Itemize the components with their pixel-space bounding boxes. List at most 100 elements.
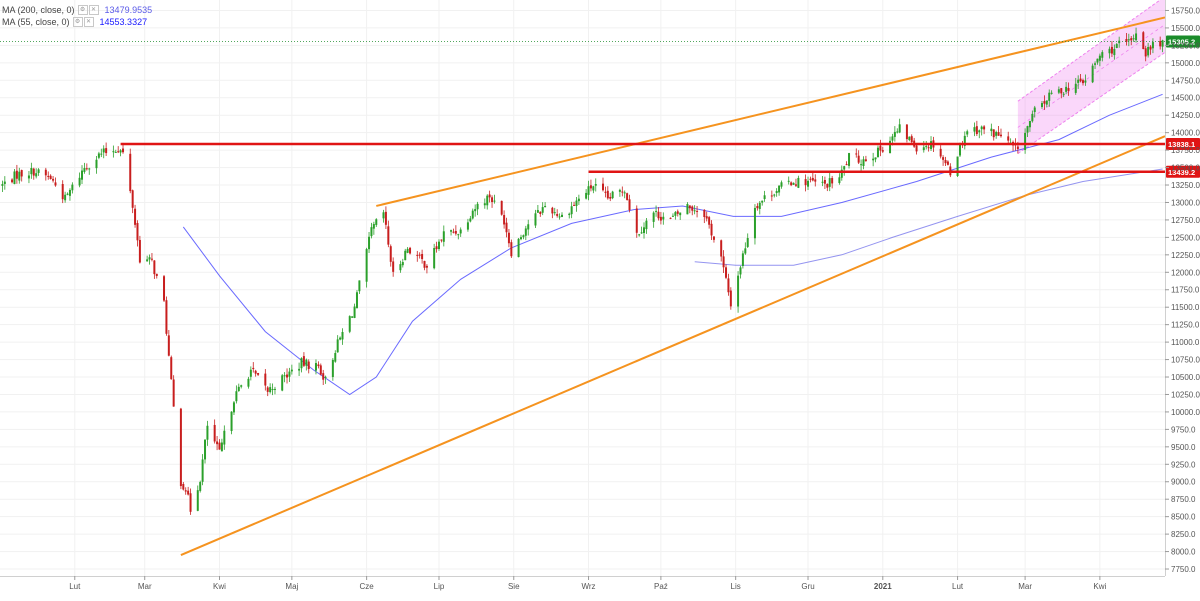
candle-body-up bbox=[570, 206, 573, 215]
candle-body-up bbox=[739, 267, 742, 275]
candle-body-up bbox=[787, 180, 790, 182]
price-tick-label: 15750.0 bbox=[1171, 6, 1200, 15]
candle-body-up bbox=[534, 213, 537, 226]
candle-body-down bbox=[794, 184, 797, 186]
grid-layer bbox=[0, 0, 1165, 576]
price-tick-label: 11500.0 bbox=[1171, 303, 1200, 312]
candle-body-down bbox=[551, 207, 554, 214]
candle-body-down bbox=[20, 170, 23, 177]
close-icon[interactable]: ✕ bbox=[88, 5, 99, 15]
candle-body-up bbox=[281, 375, 284, 391]
horizontal-level-layer[interactable]: 13838.1 13439.2 15305.2 bbox=[0, 35, 1200, 178]
candle-body-up bbox=[1113, 48, 1116, 56]
candle-body-up bbox=[314, 363, 317, 371]
candle-body-down bbox=[831, 178, 834, 184]
close-icon[interactable]: ✕ bbox=[83, 17, 94, 27]
candle-body-down bbox=[879, 145, 882, 151]
candle-body-down bbox=[942, 157, 945, 160]
candle-body-up bbox=[375, 219, 378, 225]
candle-body-up bbox=[737, 275, 740, 307]
candle-body-down bbox=[826, 183, 829, 188]
candle-body-down bbox=[155, 273, 158, 276]
candle-body-down bbox=[387, 226, 390, 245]
candle-body-up bbox=[13, 171, 16, 185]
candle-body-up bbox=[1115, 44, 1118, 48]
candle-body-down bbox=[635, 208, 638, 233]
candle-body-up bbox=[585, 192, 588, 199]
candle-body-up bbox=[220, 442, 223, 452]
candle-body-up bbox=[679, 212, 682, 216]
price-tick-label: 9000.0 bbox=[1171, 478, 1196, 487]
candle-body-up bbox=[365, 249, 368, 282]
candle-body-down bbox=[823, 179, 826, 184]
candle-body-down bbox=[165, 300, 168, 334]
candle-body-down bbox=[915, 145, 918, 152]
time-tick-label: Kwi bbox=[213, 582, 226, 591]
candle-body-down bbox=[131, 190, 134, 208]
candle-body-up bbox=[893, 131, 896, 137]
candle-body-down bbox=[722, 256, 725, 268]
price-tick-label: 9250.0 bbox=[1171, 460, 1196, 469]
candle-body-up bbox=[249, 369, 252, 377]
candle-body-down bbox=[1067, 88, 1070, 91]
candle-body-down bbox=[983, 126, 986, 130]
candle-body-up bbox=[348, 316, 351, 332]
candle-body-down bbox=[317, 364, 320, 367]
lower-trendline[interactable] bbox=[180, 135, 1166, 556]
candle-body-up bbox=[575, 200, 578, 207]
candle-body-down bbox=[621, 191, 624, 193]
candle-body-down bbox=[134, 208, 137, 225]
candle-body-down bbox=[510, 242, 513, 257]
candle-body-down bbox=[500, 200, 503, 215]
candle-body-down bbox=[688, 205, 691, 209]
time-tick-label: Lis bbox=[731, 582, 741, 591]
candle-body-up bbox=[891, 136, 894, 141]
candle-body-down bbox=[927, 147, 930, 149]
price-tick-label: 10250.0 bbox=[1171, 390, 1200, 399]
candle-body-up bbox=[88, 168, 91, 170]
candle-body-down bbox=[657, 211, 660, 219]
settings-icon[interactable]: ⚙ bbox=[77, 5, 88, 15]
candle-body-up bbox=[623, 192, 626, 194]
last-price-label: 15305.2 bbox=[1168, 38, 1195, 47]
candle-body-up bbox=[908, 136, 911, 140]
candle-body-up bbox=[517, 238, 520, 258]
candle-body-up bbox=[874, 157, 877, 160]
upper-trendline[interactable] bbox=[376, 16, 1166, 207]
level-price-tag bbox=[1166, 137, 1200, 150]
settings-icon[interactable]: ⚙ bbox=[72, 17, 83, 27]
candle-body-up bbox=[283, 375, 286, 377]
candle-body-up bbox=[474, 209, 477, 212]
candle-body-up bbox=[3, 181, 6, 184]
candle-body-down bbox=[770, 195, 773, 197]
candle-body-down bbox=[389, 246, 392, 262]
candle-body-up bbox=[450, 230, 453, 232]
candle-body-down bbox=[708, 217, 711, 225]
price-tick-label: 14750.0 bbox=[1171, 76, 1200, 85]
candle-body-up bbox=[196, 490, 199, 511]
candle-body-down bbox=[864, 159, 867, 161]
candle-body-down bbox=[1159, 41, 1162, 47]
candle-body-up bbox=[433, 248, 436, 269]
candle-body-down bbox=[322, 373, 325, 380]
candle-body-up bbox=[693, 210, 696, 212]
candle-body-up bbox=[889, 140, 892, 154]
candle-body-up bbox=[71, 184, 74, 191]
candle-body-up bbox=[235, 391, 238, 402]
time-tick-label: Mar bbox=[138, 582, 152, 591]
candle-body-up bbox=[773, 194, 776, 196]
candle-body-up bbox=[963, 135, 966, 146]
candle-body-down bbox=[167, 335, 170, 356]
candle-body-up bbox=[640, 232, 643, 234]
candle-body-down bbox=[804, 179, 807, 186]
candle-body-down bbox=[1081, 80, 1084, 84]
candle-body-up bbox=[466, 222, 469, 230]
candle-body-down bbox=[503, 215, 506, 225]
price-tick-label: 14500.0 bbox=[1171, 94, 1200, 103]
price-tick-label: 12000.0 bbox=[1171, 268, 1200, 277]
trendline-layer[interactable] bbox=[180, 16, 1166, 556]
candle-body-down bbox=[150, 258, 153, 260]
